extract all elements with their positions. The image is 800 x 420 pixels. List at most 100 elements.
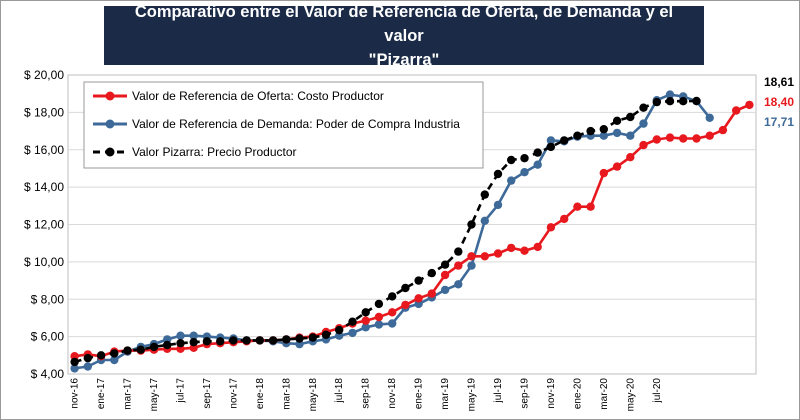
data-point bbox=[705, 131, 714, 140]
data-point bbox=[176, 331, 185, 340]
data-point bbox=[401, 283, 410, 293]
data-point bbox=[546, 142, 556, 152]
data-point bbox=[599, 168, 608, 178]
data-point bbox=[546, 136, 556, 145]
x-tick-label: ene-19 bbox=[414, 378, 425, 410]
data-point bbox=[308, 333, 317, 342]
data-point bbox=[533, 148, 542, 157]
legend-label: Valor de Referencia de Demanda: Poder de… bbox=[132, 117, 460, 131]
data-point bbox=[374, 320, 384, 329]
data-point bbox=[718, 125, 728, 135]
x-tick-label: nov-19 bbox=[546, 378, 557, 409]
data-point bbox=[732, 106, 741, 115]
data-point bbox=[507, 176, 516, 185]
y-tick-label: $ 4,00 bbox=[31, 367, 65, 381]
legend: Valor de Referencia de Oferta: Costo Pro… bbox=[83, 81, 484, 169]
legend-marker bbox=[105, 147, 115, 157]
x-tick-label: nov-17 bbox=[228, 378, 239, 409]
data-point bbox=[189, 331, 198, 340]
x-tick-label: mar-18 bbox=[281, 378, 292, 410]
end-label: 18,40 bbox=[764, 95, 794, 109]
x-tick-label: sep-17 bbox=[202, 378, 213, 409]
x-tick-label: may-19 bbox=[467, 378, 478, 412]
data-point bbox=[626, 112, 635, 122]
data-point bbox=[229, 336, 238, 345]
data-point bbox=[189, 338, 198, 347]
data-point bbox=[493, 249, 503, 258]
data-point bbox=[388, 292, 397, 301]
data-point bbox=[136, 345, 145, 354]
y-tick-label: $ 12,00 bbox=[24, 218, 64, 232]
x-tick-label: sep-19 bbox=[519, 378, 530, 409]
legend-items: Valor de Referencia de Oferta: Costo Pro… bbox=[93, 89, 460, 159]
end-labels: 18,61 18,40 17,71 bbox=[764, 75, 794, 129]
data-point bbox=[440, 260, 450, 269]
data-point bbox=[83, 353, 93, 363]
x-tick-label: mar-20 bbox=[599, 378, 610, 410]
data-point bbox=[335, 325, 344, 335]
series-2 bbox=[70, 96, 701, 367]
y-tick-label: $ 6,00 bbox=[31, 330, 65, 344]
x-tick-label: mar-19 bbox=[440, 378, 451, 410]
data-point bbox=[507, 155, 516, 165]
data-point bbox=[427, 289, 436, 298]
data-point bbox=[745, 100, 754, 110]
x-tick-label: ene-17 bbox=[96, 378, 107, 410]
data-point bbox=[612, 116, 622, 126]
data-point bbox=[493, 169, 503, 179]
data-point bbox=[216, 337, 225, 346]
data-point bbox=[533, 160, 542, 169]
data-point bbox=[480, 252, 489, 261]
y-tick-label: $ 20,00 bbox=[24, 68, 64, 82]
data-point bbox=[652, 135, 661, 144]
data-point bbox=[348, 328, 357, 338]
data-point bbox=[573, 202, 582, 211]
data-point bbox=[83, 362, 93, 371]
x-tick-label: may-18 bbox=[308, 378, 319, 412]
x-axis-ticks: nov-16 ene-17 mar-17 may-17 jul-17 sep-17 nov-… bbox=[70, 378, 663, 412]
data-point bbox=[361, 323, 370, 332]
data-point bbox=[679, 97, 688, 106]
data-point bbox=[149, 342, 159, 352]
data-point bbox=[467, 220, 476, 229]
data-point bbox=[454, 261, 463, 270]
end-label: 18,61 bbox=[764, 75, 794, 89]
legend-label: Valor de Referencia de Oferta: Costo Pro… bbox=[132, 89, 384, 103]
y-tick-label: $ 18,00 bbox=[24, 105, 64, 119]
data-point bbox=[414, 276, 423, 285]
data-point bbox=[705, 113, 714, 123]
data-point bbox=[427, 268, 436, 278]
data-point bbox=[639, 103, 648, 112]
data-point bbox=[70, 357, 79, 367]
data-point bbox=[573, 131, 582, 140]
data-point bbox=[480, 190, 489, 199]
data-point bbox=[665, 97, 675, 106]
x-tick-label: ene-20 bbox=[572, 378, 583, 410]
x-tick-label: jul-17 bbox=[175, 378, 186, 404]
data-point bbox=[321, 330, 331, 339]
data-point bbox=[388, 308, 397, 317]
data-point bbox=[692, 96, 701, 106]
data-point bbox=[388, 319, 397, 328]
data-point bbox=[361, 308, 370, 317]
data-point bbox=[348, 317, 357, 326]
series-line bbox=[74, 103, 750, 358]
x-tick-label: ene-18 bbox=[255, 378, 266, 410]
data-point bbox=[242, 336, 251, 345]
data-point bbox=[110, 349, 119, 358]
legend-marker bbox=[105, 119, 115, 129]
data-point bbox=[110, 355, 119, 365]
data-point bbox=[626, 131, 635, 140]
data-point bbox=[652, 97, 661, 107]
x-tick-label: may-20 bbox=[625, 378, 636, 412]
data-point bbox=[599, 125, 608, 134]
data-point bbox=[202, 337, 212, 346]
data-point bbox=[665, 90, 675, 99]
data-point bbox=[480, 216, 489, 225]
data-point bbox=[533, 242, 542, 252]
legend-label: Valor Pizarra: Precio Productor bbox=[132, 145, 297, 159]
data-point bbox=[560, 214, 569, 224]
data-point bbox=[639, 119, 648, 128]
data-point bbox=[546, 223, 556, 232]
data-point bbox=[467, 252, 476, 261]
